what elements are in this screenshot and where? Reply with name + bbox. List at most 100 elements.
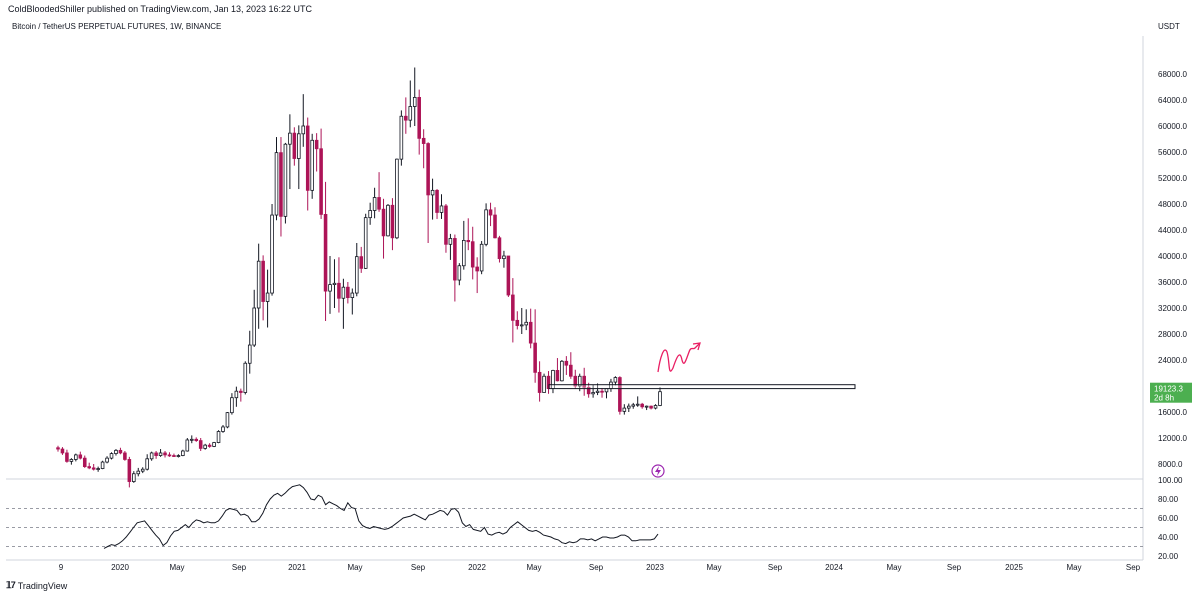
candle-body — [409, 107, 412, 121]
candle-body — [436, 190, 439, 212]
candle — [636, 396, 639, 406]
candle-body — [373, 198, 376, 211]
time-axis[interactable]: 9 2020 May Sep 2021 May Sep 2022 May Sep 2023 May Se… — [59, 563, 1141, 572]
candle — [320, 129, 323, 219]
time-tick-label: Sep — [1126, 563, 1141, 572]
candle — [338, 257, 341, 312]
candle — [369, 203, 372, 225]
time-tick-label: 2024 — [825, 563, 843, 572]
candle-body — [217, 432, 220, 443]
candle — [364, 214, 367, 269]
candle-body — [164, 453, 167, 455]
candle-body — [498, 238, 501, 259]
candle — [164, 451, 167, 458]
projection-arrow-path[interactable] — [658, 343, 700, 372]
candle-body — [342, 287, 345, 298]
time-tick-label: May — [169, 563, 184, 572]
candle-body — [404, 116, 407, 120]
candle-body — [110, 454, 113, 459]
candle-body — [431, 190, 434, 195]
price-tick-label: 28000.0 — [1158, 330, 1187, 339]
time-tick-label: May — [706, 563, 721, 572]
candle — [92, 464, 95, 471]
candle — [115, 449, 118, 456]
candle-body — [569, 365, 572, 376]
candle — [213, 442, 216, 447]
candle — [235, 387, 238, 407]
candle-body — [476, 267, 479, 271]
candle — [409, 81, 412, 128]
candle — [547, 371, 550, 394]
candle-body — [141, 469, 144, 471]
candle-body — [440, 206, 443, 213]
brand-name: TradingView — [18, 581, 68, 591]
candle-body — [315, 140, 318, 148]
candle — [378, 172, 381, 212]
candle — [315, 133, 318, 171]
candle — [248, 331, 251, 374]
candle — [150, 452, 153, 461]
candle — [342, 279, 345, 329]
candle — [70, 458, 73, 465]
candle-body — [641, 404, 644, 407]
candle-body — [248, 345, 251, 363]
time-tick-label: May — [347, 563, 362, 572]
candle — [543, 374, 546, 393]
candle — [645, 406, 648, 411]
candle-body — [83, 458, 86, 466]
candle-body — [596, 391, 599, 392]
candle — [61, 447, 64, 455]
candle-body — [190, 439, 193, 440]
candle-body — [529, 322, 532, 343]
candle-body — [453, 238, 456, 280]
candle — [106, 456, 109, 463]
time-tick-label: Sep — [411, 563, 426, 572]
time-tick-label: May — [526, 563, 541, 572]
candle — [516, 311, 519, 329]
candle-body — [511, 295, 514, 320]
candle — [186, 438, 189, 452]
candle-body — [503, 256, 506, 259]
user-drawing[interactable] — [549, 343, 855, 477]
candle — [79, 452, 82, 460]
time-tick-label: 2023 — [646, 563, 664, 572]
price-tick-label: 48000.0 — [1158, 200, 1187, 209]
lightning-icon[interactable] — [652, 465, 664, 477]
rsi-tick-label: 100.00 — [1158, 476, 1183, 485]
price-tick-label: 12000.0 — [1158, 434, 1187, 443]
price-tick-label: 68000.0 — [1158, 70, 1187, 79]
support-zone-rectangle[interactable] — [549, 385, 855, 389]
candle-body — [155, 453, 158, 456]
price-axis[interactable]: 68000.0 64000.0 60000.0 56000.0 52000.0 48000… — [1158, 70, 1187, 469]
candle-body — [418, 97, 421, 138]
candle — [458, 263, 461, 285]
candle-body — [382, 209, 385, 236]
candle-body — [253, 308, 256, 345]
candle — [453, 235, 456, 302]
candle — [462, 221, 465, 270]
candle-body — [565, 361, 568, 365]
price-tick-label: 24000.0 — [1158, 356, 1187, 365]
candle — [97, 467, 100, 472]
candle — [141, 467, 144, 473]
candle — [561, 360, 564, 381]
candle-body — [150, 453, 153, 459]
candle — [190, 435, 193, 443]
candle-body — [186, 440, 189, 451]
footer-brand[interactable]: 𝟙7 TradingView — [6, 580, 67, 591]
candle — [132, 471, 135, 483]
candle-body — [364, 218, 367, 269]
candle-body — [88, 467, 91, 468]
candle-body — [320, 149, 323, 215]
candle-body — [128, 459, 131, 481]
candle — [329, 256, 332, 314]
candle-body — [355, 257, 358, 293]
candle-body — [297, 134, 300, 159]
candle-body — [244, 363, 247, 392]
time-tick-label: 2020 — [111, 563, 129, 572]
candle-body — [659, 392, 662, 406]
candle — [137, 468, 140, 476]
candle-body — [235, 391, 238, 398]
candle — [124, 451, 127, 461]
